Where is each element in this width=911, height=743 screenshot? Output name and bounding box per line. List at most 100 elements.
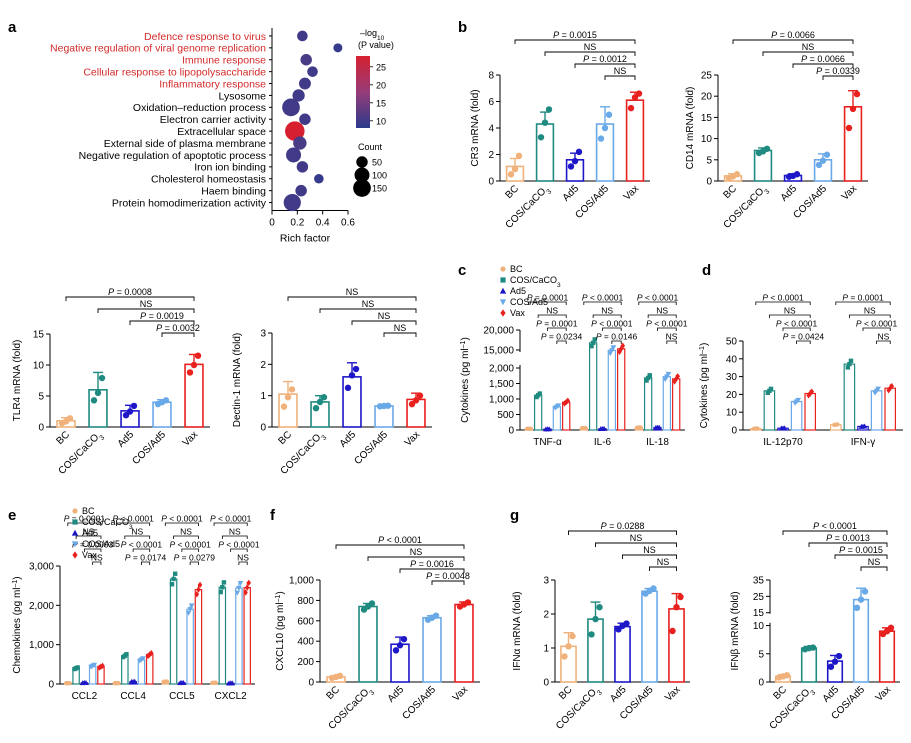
legend-marker (71, 529, 79, 536)
y-tick-label: 5 (38, 392, 44, 403)
data-point (823, 151, 831, 158)
y-tick-label: 0 (38, 423, 44, 434)
comparison-label: NS (140, 299, 153, 309)
data-point (316, 398, 324, 406)
comparison-bracket (173, 535, 199, 539)
comparison-bracket (602, 327, 622, 331)
colorbar-tick-label: 15 (376, 98, 386, 108)
y-tick-label: 5 (706, 155, 712, 166)
y-tick-label: 3 (260, 329, 266, 340)
legend-label: Vax (510, 308, 525, 318)
term-label: External side of plasma membrane (104, 138, 266, 150)
data-point (537, 134, 545, 141)
enrichment-dot (333, 43, 343, 53)
legend-label: COS/Ad5 (510, 297, 548, 307)
enrichment-dot (285, 121, 305, 141)
y-axis-label: CR3 mRNA (fold) (470, 89, 481, 166)
x-tick-label: Ad5 (561, 183, 582, 204)
y-axis-label: CD14 mRNA (fold) (685, 87, 696, 170)
x-tick-label: CCL4 (120, 691, 146, 702)
data-point (861, 588, 869, 595)
data-point (809, 644, 817, 651)
comparison-label: P < 0.0001 (121, 540, 163, 550)
bar-COS/Ad5 (595, 123, 615, 182)
enrichment-dot (293, 136, 307, 150)
data-point (783, 672, 791, 679)
comparison-label: P = 0.0001 (536, 319, 578, 329)
x-tick-label: Ad5 (116, 429, 137, 450)
term-label: Cholesterol homeostasis (151, 174, 266, 186)
data-point (815, 161, 823, 169)
colorbar-tick-label: 20 (376, 80, 386, 90)
term-label: Iron ion binding (194, 162, 266, 174)
comparison-label: P = 0.0174 (125, 553, 167, 563)
data-point (221, 580, 227, 585)
comparison-bracket (755, 301, 811, 305)
y-tick-label: 0 (508, 426, 514, 437)
comparison-bracket (141, 561, 151, 565)
data-point (827, 663, 835, 670)
comparison-label: P = 0.0339 (816, 66, 860, 76)
data-point (808, 390, 813, 397)
legend-marker (72, 519, 78, 525)
y-tick-label: 20 (726, 390, 738, 401)
data-point (131, 678, 138, 684)
y-tick-label: 30 (726, 372, 738, 383)
legend-marker (72, 551, 78, 559)
term-label: Oxidation–reduction process (133, 102, 266, 114)
x-tick-label: IL-12p70 (763, 437, 803, 448)
y-tick-label: 3,000 (29, 562, 54, 573)
data-point (213, 680, 218, 685)
comparison-bracket (860, 566, 888, 571)
colorbar-tick-label: 25 (376, 62, 386, 72)
data-point (280, 403, 288, 410)
comparison-label: P = 0.0001 (842, 293, 884, 303)
y-tick-label: 2 (543, 610, 549, 621)
data-point (650, 585, 657, 592)
bar-Vax (625, 99, 645, 182)
comparison-label: P = 0.0015 (839, 545, 883, 555)
data-point (645, 375, 651, 381)
data-point (610, 345, 617, 351)
x-tick-label: Vax (840, 183, 859, 202)
y-tick-label: 10 (701, 134, 713, 145)
data-point (795, 397, 801, 403)
y-tick-label: 500 (497, 410, 514, 421)
comparison-label: NS (614, 66, 627, 76)
comparison-label: NS (346, 287, 359, 297)
data-point (312, 405, 320, 412)
data-point (583, 425, 588, 431)
legend-marker (500, 277, 506, 283)
data-point (94, 389, 102, 397)
data-point (674, 375, 679, 383)
legend-marker (72, 508, 78, 514)
comparison-bracket (568, 530, 677, 535)
x-tick-label: BC (277, 429, 295, 447)
bar-COS/Ad5 (607, 349, 617, 431)
bar-COS/CaCO3 (535, 123, 555, 182)
data-point (352, 365, 360, 373)
data-point (185, 610, 192, 616)
data-point (849, 105, 857, 113)
comparison-label: P < 0.0001 (813, 521, 857, 531)
y-tick-label: 6 (488, 97, 494, 108)
panel-label-g: g (510, 507, 519, 524)
data-point (835, 422, 840, 427)
data-point (218, 589, 223, 595)
comparison-label: P = 0.0016 (410, 559, 454, 569)
size-legend-dot (356, 156, 368, 168)
data-point (126, 408, 134, 415)
data-point (831, 658, 839, 665)
comparison-bracket (544, 51, 636, 56)
y-axis-label: CXCL10 (pg ml–1) (275, 591, 287, 671)
comparison-label: NS (237, 553, 249, 563)
comparison-bracket (124, 535, 151, 539)
chart-a: 0 0.2 0.4 0.6 Rich factor Defence response to… (50, 28, 394, 245)
y-axis-label: Cytokines (pg ml–1) (699, 343, 711, 429)
comparison-label: P < 0.0001 (591, 319, 633, 329)
data-point (320, 394, 328, 401)
colorbar-tick-label: 10 (376, 116, 386, 126)
data-point (83, 679, 89, 685)
